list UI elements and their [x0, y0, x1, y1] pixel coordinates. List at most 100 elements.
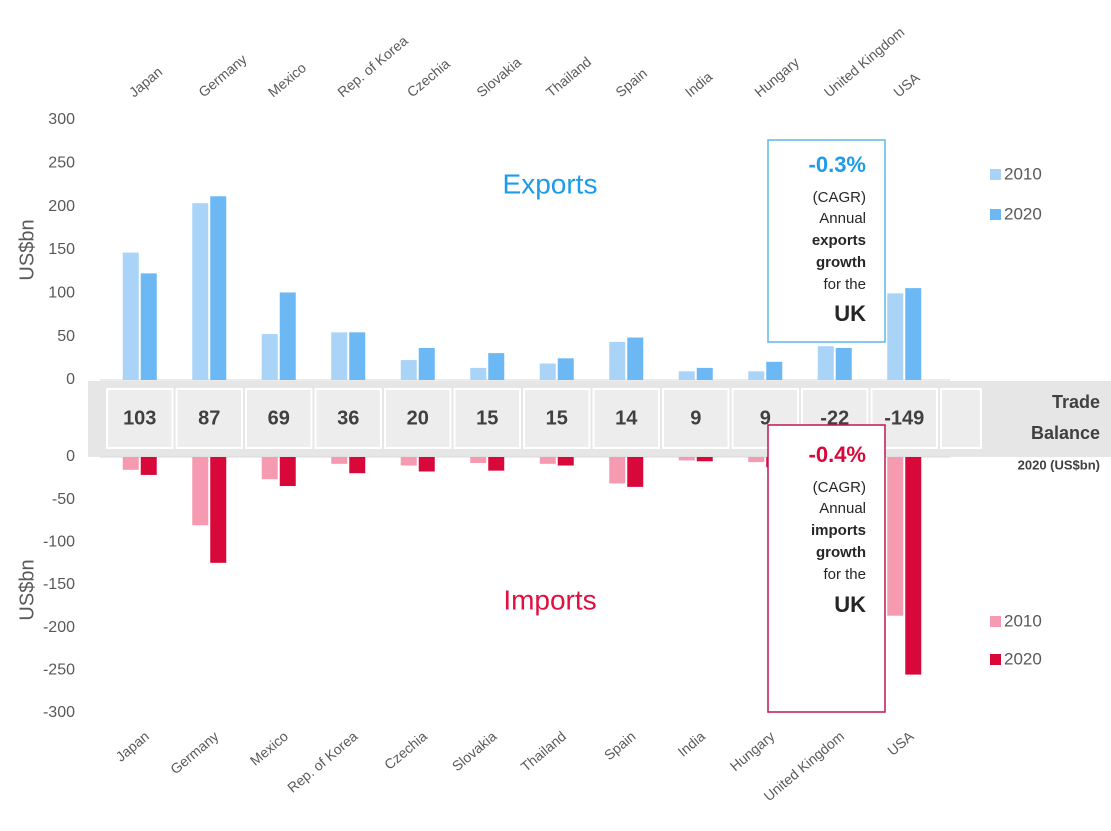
bar — [539, 363, 556, 380]
x-tick-label: Japan — [113, 728, 153, 765]
x-tick-label: USA — [890, 69, 923, 100]
bar — [817, 346, 834, 380]
x-tick-label: Rep. of Korea — [334, 32, 411, 100]
balance-value: 15 — [476, 407, 498, 429]
bar — [418, 347, 435, 380]
x-tick-label: USA — [884, 727, 917, 758]
bar — [678, 371, 695, 380]
legend-label: 2010 — [1004, 164, 1042, 183]
callout-text: UK — [834, 592, 866, 617]
bar — [210, 196, 227, 380]
bar — [609, 341, 626, 380]
bar — [539, 457, 556, 464]
x-tick-label: Hungary — [751, 54, 802, 100]
chart-title: Exports — [503, 168, 598, 199]
balance-label: Balance — [1031, 423, 1100, 443]
callout-text: growth — [816, 544, 866, 561]
bar — [627, 337, 644, 380]
balance-label: Trade — [1052, 392, 1100, 412]
x-tick-label: Thailand — [518, 728, 569, 775]
bar — [331, 332, 348, 380]
y-tick-label: -150 — [43, 576, 75, 593]
y-tick-label: 200 — [48, 198, 75, 215]
callout-text: -0.4% — [809, 442, 866, 467]
bar — [557, 358, 574, 380]
x-tick-label: Hungary — [727, 728, 778, 774]
balance-cell — [314, 388, 382, 449]
bar — [905, 457, 922, 675]
y-tick-label: 50 — [57, 328, 75, 345]
callout-text: for the — [823, 276, 866, 293]
x-tick-label: Spain — [612, 65, 650, 100]
bar — [122, 457, 139, 470]
y-tick-label: 150 — [48, 241, 75, 258]
balance-value: -22 — [820, 407, 849, 429]
legend-swatch — [990, 169, 1001, 180]
callout-text: for the — [823, 566, 866, 583]
callout-text: imports — [811, 522, 866, 539]
bar — [140, 457, 157, 475]
bar — [122, 252, 139, 380]
balance-value: 20 — [407, 407, 429, 429]
bar — [488, 353, 505, 380]
bar — [748, 457, 765, 463]
y-tick-label: 300 — [48, 111, 75, 128]
bar — [192, 203, 209, 380]
bar — [192, 457, 209, 526]
bar — [331, 457, 348, 464]
callout-text: UK — [834, 301, 866, 326]
balance-cell — [384, 388, 452, 449]
legend-label: 2020 — [1004, 204, 1042, 223]
bar — [210, 457, 227, 563]
balance-value: 9 — [690, 407, 701, 429]
x-tick-label: India — [682, 68, 716, 100]
bar — [887, 293, 904, 380]
x-tick-label: Rep. of Korea — [284, 728, 361, 796]
balance-value: 9 — [760, 407, 771, 429]
y-tick-label: -200 — [43, 619, 75, 636]
y-tick-label: -100 — [43, 534, 75, 551]
balance-value: -149 — [884, 407, 924, 429]
balance-cell — [940, 388, 982, 449]
balance-value: 15 — [546, 407, 568, 429]
y-tick-label: 100 — [48, 285, 75, 302]
bar — [400, 457, 417, 466]
bar — [349, 332, 366, 380]
bar — [470, 457, 487, 463]
callout-box — [767, 424, 886, 713]
callout-text: Annual — [819, 210, 866, 227]
legend-label: 2010 — [1004, 611, 1042, 630]
y-tick-label: 250 — [48, 155, 75, 172]
legend-swatch — [990, 616, 1001, 627]
chart-title: Imports — [503, 584, 596, 615]
x-tick-label: Mexico — [247, 728, 291, 769]
y-tick-label: 0 — [66, 448, 75, 465]
bar — [557, 457, 574, 466]
legend-swatch — [990, 654, 1001, 665]
bar — [696, 457, 713, 462]
bar — [279, 292, 296, 380]
y-tick-label: -250 — [43, 662, 75, 679]
balance-cell — [523, 388, 591, 449]
callout-text: Annual — [819, 500, 866, 517]
bar — [261, 457, 278, 480]
bar — [696, 367, 713, 380]
bar — [905, 288, 922, 380]
bar — [261, 334, 278, 380]
balance-cell — [175, 388, 243, 449]
bar — [470, 367, 487, 380]
x-tick-label: Slovakia — [473, 54, 524, 100]
y-tick-label: 0 — [66, 371, 75, 388]
bar — [627, 457, 644, 487]
bar — [488, 457, 505, 471]
balance-value: 69 — [268, 407, 290, 429]
bar — [835, 347, 852, 380]
balance-value: 103 — [123, 407, 156, 429]
x-tick-label: Spain — [601, 728, 639, 763]
y-axis-label: US$bn — [16, 219, 38, 280]
bar — [349, 457, 366, 474]
x-tick-label: Czechia — [381, 728, 430, 773]
balance-value: 14 — [615, 407, 638, 429]
bar — [140, 273, 157, 380]
